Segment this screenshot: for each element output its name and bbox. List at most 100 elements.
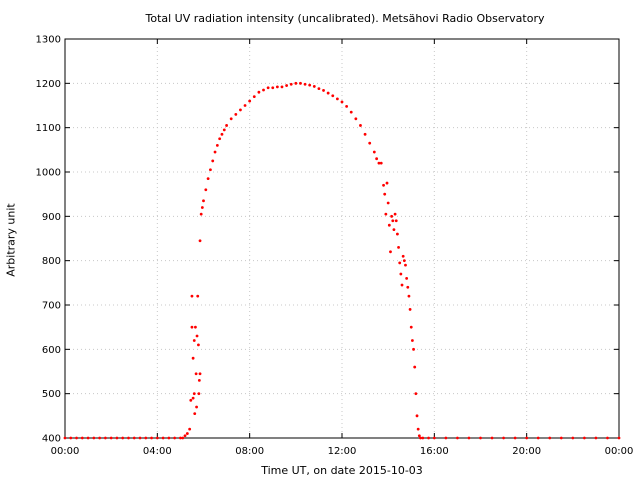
data-point bbox=[396, 232, 399, 236]
data-point bbox=[312, 85, 316, 88]
x-tick-label: 16:00 bbox=[420, 446, 449, 457]
data-point bbox=[189, 398, 193, 402]
data-point bbox=[490, 436, 494, 440]
data-point bbox=[202, 199, 205, 203]
data-point bbox=[502, 436, 505, 440]
data-point bbox=[86, 436, 90, 440]
data-point bbox=[368, 141, 372, 145]
data-point bbox=[194, 325, 197, 329]
data-point bbox=[190, 325, 194, 329]
data-point bbox=[192, 339, 196, 342]
data-point bbox=[150, 436, 153, 440]
data-point bbox=[375, 157, 379, 161]
data-point bbox=[411, 339, 414, 342]
data-point bbox=[196, 294, 200, 298]
data-point bbox=[331, 94, 335, 98]
data-point bbox=[393, 212, 397, 216]
data-point bbox=[69, 436, 73, 440]
data-point bbox=[392, 228, 396, 232]
data-point bbox=[289, 82, 293, 86]
data-point bbox=[444, 436, 448, 440]
data-point bbox=[326, 91, 330, 95]
x-tick-label: 04:00 bbox=[143, 446, 172, 457]
data-point bbox=[75, 436, 78, 440]
y-tick-label: 1200 bbox=[36, 79, 61, 90]
data-point bbox=[294, 81, 298, 85]
data-point bbox=[198, 372, 202, 376]
data-point bbox=[299, 81, 302, 85]
data-point bbox=[394, 219, 398, 223]
data-point bbox=[617, 436, 621, 440]
data-point bbox=[191, 356, 195, 360]
data-point bbox=[363, 132, 367, 136]
data-point bbox=[243, 104, 247, 107]
plot-frame bbox=[64, 38, 620, 439]
data-point bbox=[144, 436, 148, 440]
data-point bbox=[271, 86, 275, 90]
y-tick-label: 800 bbox=[42, 256, 61, 267]
data-point bbox=[197, 343, 200, 347]
data-point bbox=[303, 82, 307, 86]
data-point bbox=[414, 392, 418, 396]
data-point bbox=[397, 245, 400, 249]
data-point bbox=[409, 325, 413, 329]
data-point bbox=[456, 436, 459, 440]
data-point bbox=[402, 259, 406, 263]
data-point bbox=[218, 137, 222, 141]
data-point bbox=[417, 434, 421, 438]
data-point bbox=[432, 436, 436, 440]
data-point bbox=[387, 223, 391, 227]
data-point bbox=[121, 436, 125, 440]
data-point bbox=[285, 84, 288, 87]
data-point bbox=[98, 436, 102, 440]
data-point bbox=[421, 436, 425, 440]
data-point bbox=[322, 89, 325, 92]
data-point bbox=[389, 250, 392, 254]
data-point bbox=[190, 294, 194, 298]
data-point bbox=[173, 436, 177, 440]
y-tick-label: 600 bbox=[42, 345, 61, 356]
data-point bbox=[582, 436, 586, 440]
y-tick-label: 1000 bbox=[36, 168, 61, 179]
data-point bbox=[385, 181, 389, 185]
data-point bbox=[132, 436, 136, 440]
x-tick-label: 00:00 bbox=[51, 446, 80, 457]
data-point bbox=[200, 206, 204, 209]
data-point bbox=[419, 436, 422, 440]
data-point bbox=[335, 97, 339, 101]
data-point bbox=[275, 85, 279, 89]
data-point bbox=[377, 161, 381, 165]
data-point bbox=[206, 177, 210, 181]
data-point bbox=[415, 414, 419, 418]
data-point bbox=[188, 427, 192, 431]
data-point bbox=[345, 104, 349, 108]
x-tick-label: 20:00 bbox=[512, 446, 541, 457]
x-axis-label: Time UT, on date 2015-10-03 bbox=[261, 464, 423, 477]
data-point bbox=[390, 214, 394, 218]
chart-title: Total UV radiation intensity (uncalibrat… bbox=[145, 12, 545, 25]
data-point bbox=[416, 427, 420, 431]
data-point bbox=[109, 436, 113, 440]
data-point bbox=[536, 436, 540, 440]
data-point bbox=[213, 150, 217, 154]
data-point bbox=[266, 86, 270, 90]
data-point bbox=[193, 412, 197, 416]
data-point bbox=[372, 150, 376, 154]
y-tick-label: 1300 bbox=[36, 35, 61, 46]
y-tick-label: 900 bbox=[42, 212, 61, 223]
data-point bbox=[384, 212, 388, 216]
data-point bbox=[559, 436, 563, 440]
data-point bbox=[404, 263, 407, 267]
data-point bbox=[479, 436, 482, 440]
data-point bbox=[248, 99, 252, 103]
data-point bbox=[80, 436, 84, 440]
data-point bbox=[195, 334, 199, 338]
data-point bbox=[383, 192, 387, 196]
data-point bbox=[195, 405, 198, 409]
data-point bbox=[115, 436, 119, 440]
data-point bbox=[127, 436, 130, 440]
data-point bbox=[349, 110, 353, 114]
data-point bbox=[191, 396, 195, 400]
data-point bbox=[317, 87, 321, 91]
data-point bbox=[391, 219, 395, 223]
